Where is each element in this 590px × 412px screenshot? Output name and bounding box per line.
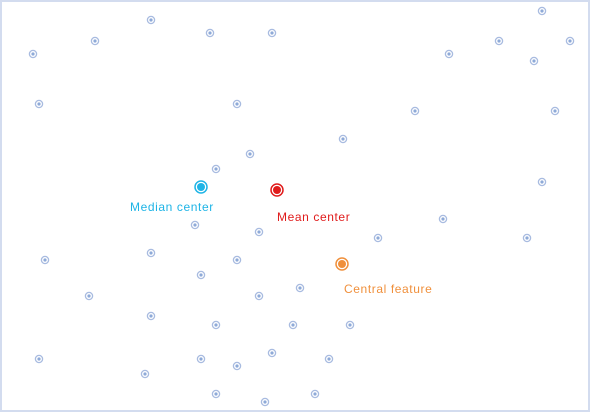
feature-point bbox=[190, 220, 200, 230]
feature-point bbox=[260, 397, 270, 407]
feature-point bbox=[537, 6, 547, 16]
mean-center-label: Mean center bbox=[277, 210, 351, 224]
feature-point bbox=[324, 354, 334, 364]
feature-point bbox=[295, 283, 305, 293]
feature-point bbox=[494, 36, 504, 46]
feature-point bbox=[254, 291, 264, 301]
feature-point bbox=[373, 233, 383, 243]
central-feature-label: Central feature bbox=[344, 282, 433, 296]
feature-point bbox=[90, 36, 100, 46]
feature-point bbox=[565, 36, 575, 46]
feature-point bbox=[40, 255, 50, 265]
feature-point bbox=[310, 389, 320, 399]
feature-point bbox=[196, 354, 206, 364]
feature-point bbox=[211, 320, 221, 330]
feature-point bbox=[529, 56, 539, 66]
feature-point bbox=[205, 28, 215, 38]
feature-point bbox=[267, 348, 277, 358]
feature-point bbox=[146, 248, 156, 258]
mean-center-marker bbox=[270, 183, 284, 197]
feature-point bbox=[140, 369, 150, 379]
feature-point bbox=[338, 134, 348, 144]
feature-point bbox=[232, 361, 242, 371]
feature-point bbox=[410, 106, 420, 116]
median-center-marker bbox=[194, 180, 208, 194]
feature-point bbox=[232, 255, 242, 265]
feature-point bbox=[550, 106, 560, 116]
feature-point bbox=[267, 28, 277, 38]
feature-point bbox=[522, 233, 532, 243]
feature-point bbox=[438, 214, 448, 224]
feature-point bbox=[84, 291, 94, 301]
feature-point bbox=[211, 389, 221, 399]
feature-point bbox=[34, 354, 44, 364]
median-center-label: Median center bbox=[130, 200, 214, 214]
feature-point bbox=[444, 49, 454, 59]
feature-point bbox=[28, 49, 38, 59]
feature-point bbox=[196, 270, 206, 280]
feature-point bbox=[211, 164, 221, 174]
feature-point bbox=[345, 320, 355, 330]
feature-point bbox=[537, 177, 547, 187]
feature-point bbox=[254, 227, 264, 237]
feature-point bbox=[146, 15, 156, 25]
feature-point bbox=[34, 99, 44, 109]
feature-point bbox=[232, 99, 242, 109]
feature-point bbox=[245, 149, 255, 159]
feature-point bbox=[146, 311, 156, 321]
feature-point bbox=[288, 320, 298, 330]
central-feature-marker bbox=[335, 257, 349, 271]
